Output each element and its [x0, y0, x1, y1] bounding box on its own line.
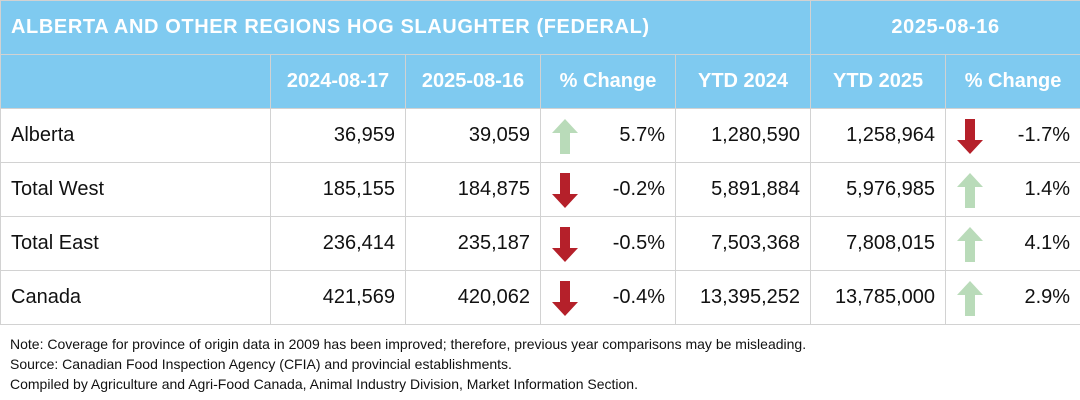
header-week-change: % Change — [540, 54, 676, 109]
table-row: Canada 421,569 420,062 -0.4% 13,395,252 13,78… — [0, 270, 1080, 325]
table-row: Alberta 36,959 39,059 5.7% 1,280,590 1,258,96… — [0, 108, 1080, 163]
ytd-2024-value: 5,891,884 — [674, 162, 812, 217]
arrow-down-icon — [552, 281, 578, 316]
ytd-2025-value: 5,976,985 — [810, 162, 947, 217]
week-change-value: -0.5% — [612, 232, 665, 254]
hog-slaughter-table: ALBERTA AND OTHER REGIONS HOG SLAUGHTER … — [0, 0, 1080, 325]
week-change-cell: -0.2% — [540, 162, 676, 217]
table-row: Total West 185,155 184,875 -0.2% 5,891,884 5,… — [0, 162, 1080, 217]
header-week-2024: 2024-08-17 — [270, 54, 406, 109]
ytd-change-cell: 1.4% — [945, 162, 1080, 217]
header-ytd-2024: YTD 2024 — [674, 54, 812, 109]
table-row: Total East 236,414 235,187 -0.5% 7,503,368 7,… — [0, 216, 1080, 271]
week-change-cell: 5.7% — [540, 108, 676, 163]
arrow-up-icon — [957, 173, 984, 208]
report-date: 2025-08-16 — [810, 0, 1080, 55]
ytd-change-value: 4.1% — [1024, 232, 1071, 254]
header-ytd-2025: YTD 2025 — [810, 54, 947, 109]
ytd-change-cell: 2.9% — [945, 270, 1080, 325]
week-2025-value: 39,059 — [405, 108, 541, 163]
ytd-change-value: 2.9% — [1024, 286, 1071, 308]
region-label: Canada — [0, 270, 271, 325]
arrow-down-icon — [552, 173, 578, 208]
table-title: ALBERTA AND OTHER REGIONS HOG SLAUGHTER … — [0, 0, 812, 55]
week-2024-value: 36,959 — [270, 108, 406, 163]
region-label: Total West — [0, 162, 271, 217]
title-row: ALBERTA AND OTHER REGIONS HOG SLAUGHTER … — [0, 0, 1080, 55]
header-week-2025: 2025-08-16 — [405, 54, 541, 109]
week-change-cell: -0.4% — [540, 270, 676, 325]
header-row: 2024-08-17 2025-08-16 % Change YTD 2024 … — [0, 54, 1080, 109]
ytd-2025-value: 1,258,964 — [810, 108, 947, 163]
arrow-down-icon — [552, 227, 578, 262]
week-change-value: 5.7% — [619, 124, 665, 146]
ytd-change-cell: 4.1% — [945, 216, 1080, 271]
ytd-change-value: 1.4% — [1024, 178, 1071, 200]
header-ytd-change: % Change — [945, 54, 1080, 109]
week-2025-value: 235,187 — [405, 216, 541, 271]
week-2025-value: 420,062 — [405, 270, 541, 325]
region-label: Alberta — [0, 108, 271, 163]
ytd-change-value: -1.7% — [1017, 124, 1071, 146]
region-label: Total East — [0, 216, 271, 271]
arrow-down-icon — [957, 119, 984, 154]
footnotes: Note: Coverage for province of origin da… — [10, 334, 806, 394]
ytd-2025-value: 7,808,015 — [810, 216, 947, 271]
ytd-2025-value: 13,785,000 — [810, 270, 947, 325]
arrow-up-icon — [957, 281, 984, 316]
note-source: Source: Canadian Food Inspection Agency … — [10, 356, 512, 372]
week-2024-value: 185,155 — [270, 162, 406, 217]
ytd-2024-value: 7,503,368 — [674, 216, 812, 271]
note-coverage: Note: Coverage for province of origin da… — [10, 336, 807, 352]
ytd-change-cell: -1.7% — [945, 108, 1080, 163]
note-compiled-by: Compiled by Agriculture and Agri-Food Ca… — [10, 376, 638, 392]
ytd-2024-value: 13,395,252 — [674, 270, 812, 325]
header-blank — [0, 54, 271, 109]
week-change-cell: -0.5% — [540, 216, 676, 271]
arrow-up-icon — [957, 227, 984, 262]
ytd-2024-value: 1,280,590 — [674, 108, 812, 163]
week-2024-value: 236,414 — [270, 216, 406, 271]
week-change-value: -0.4% — [612, 286, 665, 308]
arrow-up-icon — [552, 119, 578, 154]
week-2025-value: 184,875 — [405, 162, 541, 217]
week-2024-value: 421,569 — [270, 270, 406, 325]
week-change-value: -0.2% — [612, 178, 665, 200]
